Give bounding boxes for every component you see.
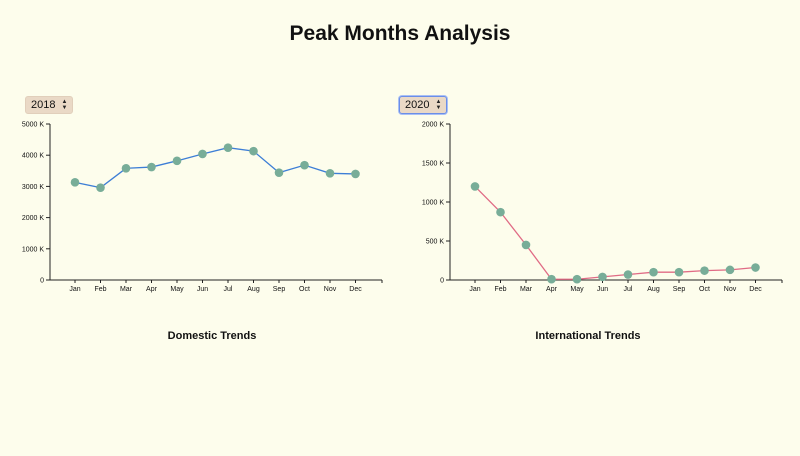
y-tick-label: 1500 K (422, 161, 445, 168)
international-year-value: 2020 (405, 99, 430, 111)
y-tick-label: 0 (440, 278, 444, 285)
x-tick-label: Aug (647, 286, 660, 293)
data-point (96, 183, 105, 192)
x-tick-label: Dec (749, 286, 762, 293)
domestic-year-select[interactable]: 2018 ▲ ▼ (25, 96, 74, 114)
x-tick-label: Jun (597, 286, 608, 293)
y-tick-label: 500 K (426, 239, 445, 246)
data-point (700, 266, 709, 275)
international-year-select[interactable]: 2020 ▲ ▼ (399, 96, 448, 114)
y-tick-label: 1000 K (422, 200, 445, 207)
x-tick-label: Nov (324, 286, 337, 293)
data-point (70, 178, 80, 187)
x-tick-label: Jan (469, 286, 480, 293)
x-tick-label: Mar (520, 286, 533, 293)
international-chart-title: International Trends (535, 330, 641, 342)
x-tick-label: Dec (349, 286, 362, 293)
data-point (674, 267, 684, 277)
series-line (474, 185, 756, 280)
y-tick-label: 2000 K (22, 215, 45, 222)
data-point (623, 270, 633, 279)
data-point (649, 267, 658, 277)
data-point (300, 160, 309, 170)
y-tick-label: 0 (40, 278, 44, 285)
data-point (351, 169, 360, 179)
y-tick-label: 4000 K (22, 153, 45, 160)
x-tick-label: Feb (494, 286, 506, 293)
domestic-chart-title: Domestic Trends (167, 330, 257, 342)
x-tick-label: Jun (197, 286, 208, 293)
y-tick-label: 5000 K (22, 122, 45, 129)
x-tick-label: Sep (673, 286, 686, 293)
data-point (274, 168, 284, 177)
x-tick-label: Sep (273, 286, 286, 293)
x-tick-label: Feb (94, 286, 106, 293)
updown-arrows-icon: ▲ ▼ (435, 99, 442, 111)
x-tick-label: Oct (699, 286, 710, 293)
x-tick-label: Nov (724, 286, 737, 293)
domestic-chart: 0 1000 K 2000 K 3000 K 4000 K 5000 K Jan Feb Mar… (22, 122, 383, 293)
x-tick-label: Jul (224, 286, 233, 293)
data-point (496, 207, 505, 217)
data-point (751, 263, 760, 272)
y-tick-label: 2000 K (422, 122, 445, 129)
x-tick-label: Jan (69, 286, 80, 293)
data-point (147, 162, 156, 172)
x-tick-label: Aug (247, 286, 260, 293)
data-point (249, 146, 258, 156)
international-chart: 0 500 K 1000 K 1500 K 2000 K Jan Feb Mar Apr May J… (422, 122, 783, 293)
data-point (121, 164, 131, 173)
x-tick-label: Apr (546, 286, 558, 293)
x-tick-label: May (170, 286, 184, 293)
data-point (547, 274, 556, 284)
x-tick-label: Oct (299, 286, 310, 293)
series-line (74, 147, 356, 189)
y-tick-label: 3000 K (22, 184, 45, 191)
x-tick-label: Jul (624, 286, 633, 293)
data-point (470, 182, 480, 191)
domestic-year-value: 2018 (31, 99, 56, 111)
data-point (521, 240, 531, 250)
updown-arrows-icon: ▲ ▼ (61, 99, 68, 111)
x-tick-label: May (570, 286, 584, 293)
data-point (198, 149, 207, 159)
data-point (172, 156, 182, 166)
page-title: Peak Months Analysis (289, 22, 511, 45)
x-tick-label: Mar (120, 286, 133, 293)
y-tick-label: 1000 K (22, 246, 45, 253)
data-point (572, 274, 582, 284)
data-point (223, 143, 233, 153)
x-tick-label: Apr (146, 286, 158, 293)
data-point (598, 272, 607, 282)
data-point (725, 265, 735, 275)
data-point (325, 168, 335, 178)
